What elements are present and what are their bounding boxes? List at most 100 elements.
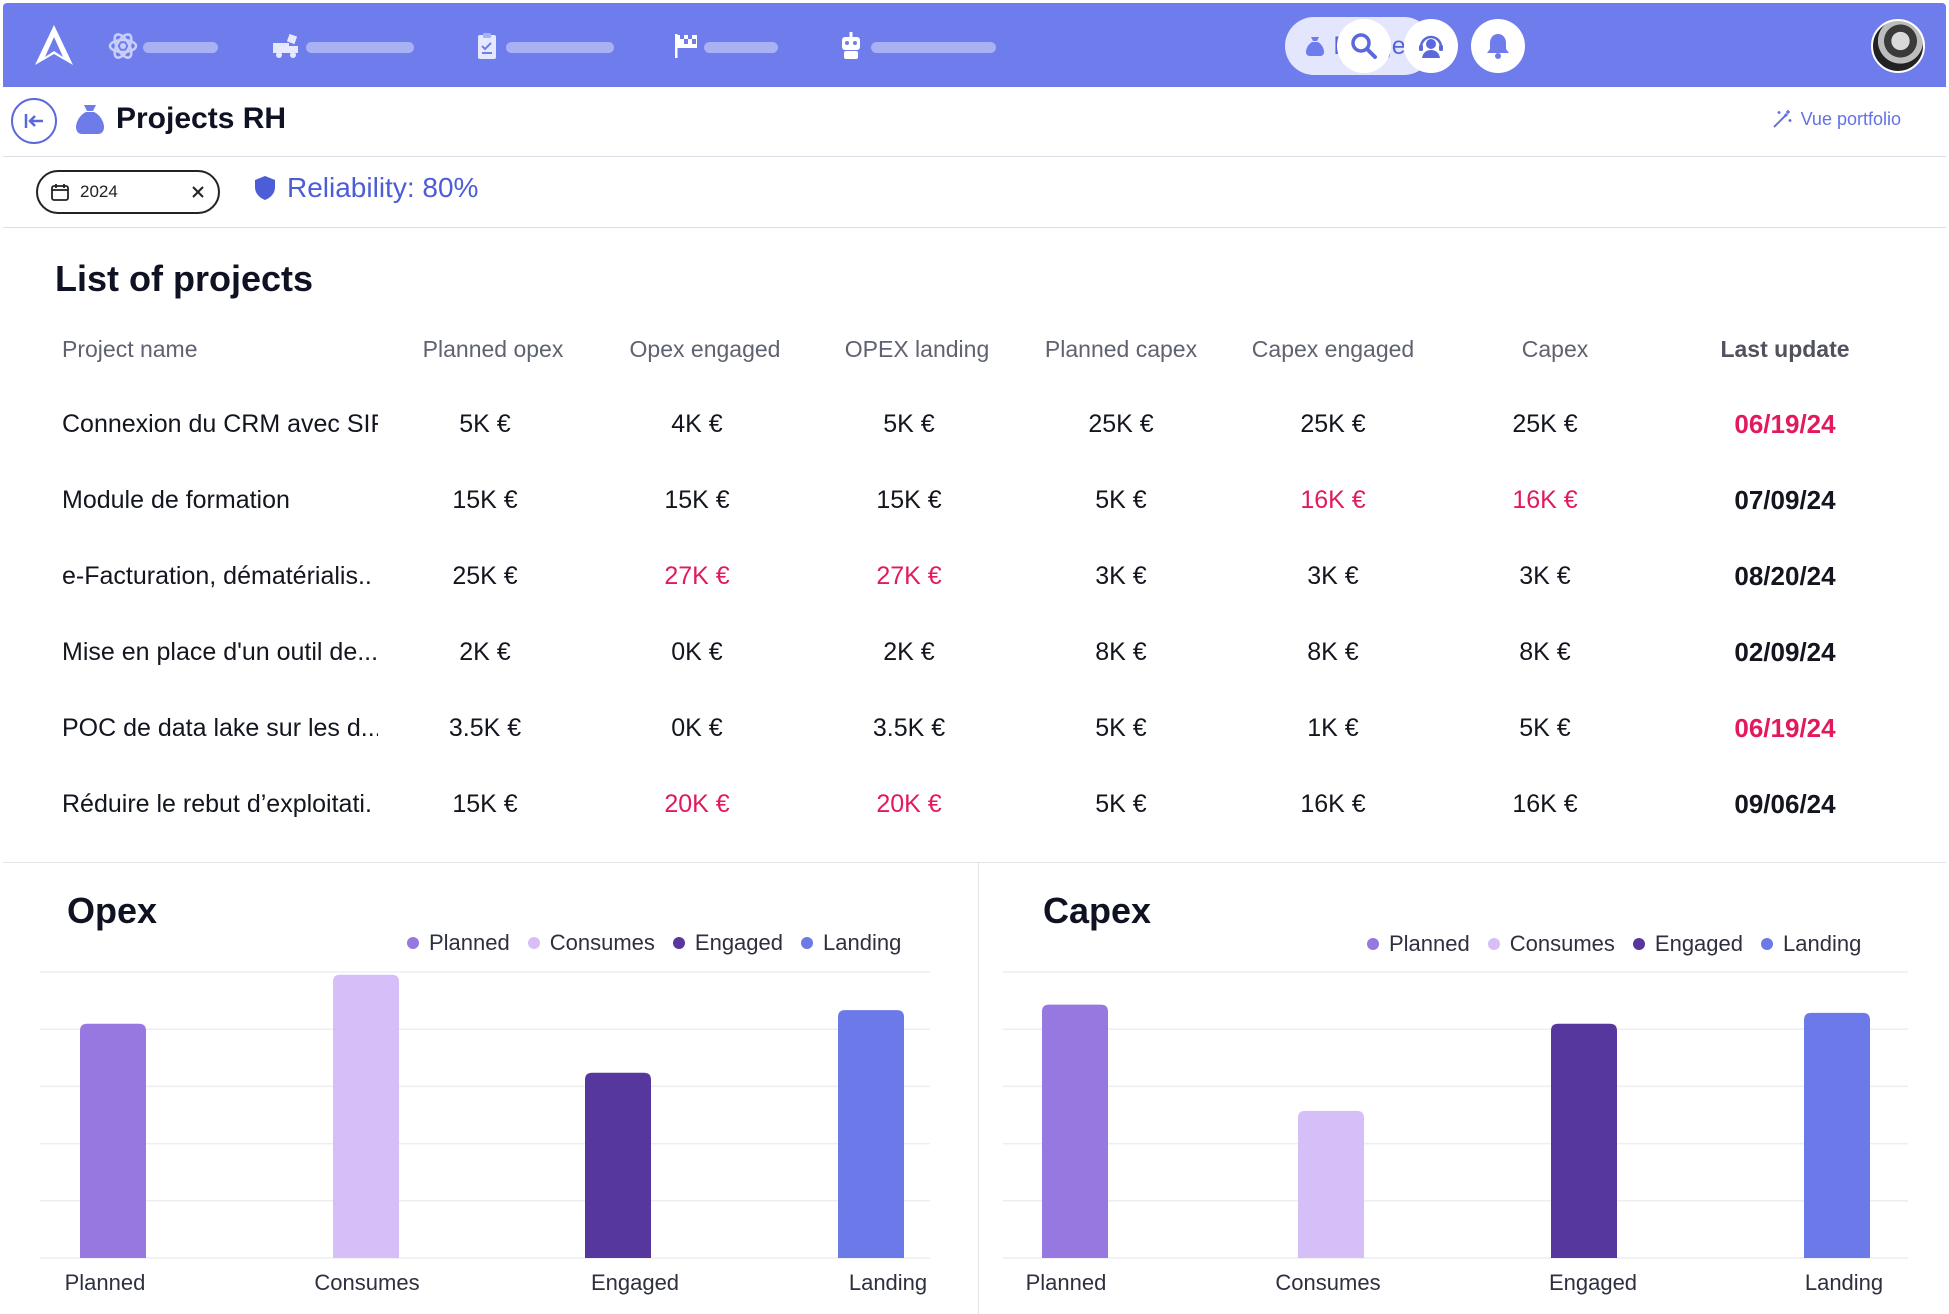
nav-item-5[interactable] (835, 29, 997, 63)
nav-item-1[interactable] (107, 29, 219, 63)
capex-cell: 16K € (1512, 790, 1578, 818)
project-name-cell[interactable]: POC de data lake sur les d... (62, 714, 378, 742)
legend-label: Engaged (1654, 931, 1743, 956)
capex-cell: 16K € (1512, 486, 1578, 514)
project-name-cell[interactable]: Module de formation (62, 486, 290, 514)
opex-landing-cell: 27K € (876, 562, 942, 590)
planned-opex-cell: 3.5K € (448, 714, 522, 742)
money-bag-icon (76, 105, 104, 134)
capex-chart-title: Capex (1043, 890, 1152, 931)
capex-bar-chart: Planned Consumes Engaged Landing (1003, 971, 1908, 1295)
planned-opex-cell: 15K € (452, 486, 518, 514)
section-divider (3, 862, 1946, 863)
column-header[interactable]: Capex engaged (1251, 336, 1415, 362)
legend-item[interactable]: Consumes (527, 930, 655, 956)
project-name-cell[interactable]: e-Facturation, dématérialis.. (62, 562, 372, 590)
opex-engaged-cell: 27K € (664, 562, 730, 590)
opex-bar-chart: Planned Consumes Engaged Landing (40, 971, 930, 1295)
planned-capex-cell: 8K € (1095, 638, 1147, 666)
nav-item-3[interactable] (472, 29, 615, 63)
project-name-cell[interactable]: Mise en place d'un outil de... (62, 638, 378, 666)
planned-capex-cell: 25K € (1088, 410, 1154, 438)
legend-label: Planned (1389, 931, 1470, 956)
bar-landing[interactable] (838, 1010, 904, 1258)
clipboard-icon (478, 33, 496, 59)
last-update-cell: 09/06/24 (1734, 789, 1836, 819)
last-update-cell: 02/09/24 (1734, 637, 1836, 667)
planned-capex-cell: 3K € (1095, 562, 1147, 590)
filter-bar: 2024 Reliability: 80% (3, 158, 1946, 228)
calendar-icon (51, 184, 69, 201)
column-header[interactable]: OPEX landing (844, 336, 990, 362)
column-header[interactable]: Capex (1521, 336, 1589, 362)
capex-cell: 8K € (1519, 638, 1571, 666)
planned-opex-cell: 25K € (452, 562, 518, 590)
truck-icon (273, 33, 298, 58)
column-header[interactable]: Opex engaged (629, 336, 781, 362)
legend-item[interactable]: Consumes (1487, 931, 1615, 957)
legend-dot (801, 937, 813, 949)
support-button[interactable] (1404, 19, 1458, 73)
column-header[interactable]: Project name (62, 336, 198, 362)
search-button[interactable] (1337, 19, 1391, 73)
bar-consumes[interactable] (333, 974, 399, 1258)
column-header[interactable]: Planned opex (422, 336, 564, 362)
bar-engaged[interactable] (1551, 1023, 1617, 1258)
column-header[interactable]: Planned capex (1044, 336, 1198, 362)
legend-dot (407, 937, 419, 949)
bar-consumes[interactable] (1298, 1110, 1364, 1258)
search-icon (1351, 33, 1377, 59)
legend-label: Planned (429, 930, 510, 955)
bar-planned[interactable] (80, 1023, 146, 1258)
bar-planned[interactable] (1042, 1004, 1108, 1258)
legend-item[interactable]: Engaged (1632, 931, 1743, 957)
notifications-button[interactable] (1471, 19, 1525, 73)
close-icon[interactable] (190, 184, 206, 200)
planned-opex-cell: 15K € (452, 790, 518, 818)
planned-opex-cell: 5K € (459, 410, 511, 438)
legend-dot (672, 937, 685, 949)
opex-engaged-cell: 0K € (671, 638, 723, 666)
bar-landing[interactable] (1804, 1012, 1870, 1258)
legend-item[interactable]: Landing (1761, 931, 1861, 957)
nav-item-2[interactable] (270, 29, 415, 63)
year-filter-chip[interactable]: 2024 (36, 170, 220, 214)
legend-item[interactable]: Landing (801, 930, 901, 956)
project-name-cell[interactable]: Réduire le rebut d’exploitati. (62, 790, 372, 818)
capex-chart-legend: Planned Consumes Engaged Landing (1367, 931, 1861, 957)
legend-item[interactable]: Planned (1367, 931, 1470, 957)
magic-wand-icon (1772, 110, 1792, 128)
back-button[interactable] (11, 98, 57, 144)
nav-item-4[interactable] (671, 29, 779, 63)
capex-engaged-cell: 16K € (1300, 790, 1366, 818)
last-update-cell: 08/20/24 (1734, 561, 1836, 591)
last-update-cell: 06/19/24 (1734, 713, 1836, 743)
capex-cell: 25K € (1512, 410, 1578, 438)
user-avatar[interactable] (1871, 19, 1925, 73)
project-name-cell[interactable]: Connexion du CRM avec SIR (62, 410, 378, 438)
x-tick-label: Engaged (591, 1270, 679, 1295)
opex-engaged-cell: 15K € (664, 486, 730, 514)
x-tick-label: Planned (65, 1270, 146, 1295)
bar-engaged[interactable] (585, 1072, 651, 1258)
robot-icon (842, 32, 860, 59)
x-tick-label: Landing (849, 1270, 927, 1295)
support-icon (1419, 35, 1443, 58)
legend-item[interactable]: Engaged (672, 930, 783, 956)
column-header[interactable]: Last update (1720, 336, 1850, 362)
capex-engaged-cell: 16K € (1300, 486, 1366, 514)
x-tick-label: Planned (1026, 1270, 1107, 1295)
legend-label: Landing (1783, 931, 1862, 956)
opex-landing-cell: 3.5K € (872, 714, 946, 742)
opex-engaged-cell: 0K € (671, 714, 723, 742)
portfolio-label: Vue portfolio (1800, 108, 1901, 129)
x-tick-label: Consumes (1275, 1270, 1380, 1295)
x-tick-label: Consumes (314, 1270, 419, 1295)
planned-capex-cell: 5K € (1095, 714, 1147, 742)
legend-item[interactable]: Planned (407, 930, 510, 956)
app-logo-icon[interactable] (33, 23, 75, 67)
x-tick-label: Landing (1805, 1270, 1883, 1295)
portfolio-view-link[interactable]: Vue portfolio (1771, 108, 1901, 130)
last-update-cell: 07/09/24 (1734, 485, 1836, 515)
top-navigation-bar: Budget (3, 3, 1946, 87)
